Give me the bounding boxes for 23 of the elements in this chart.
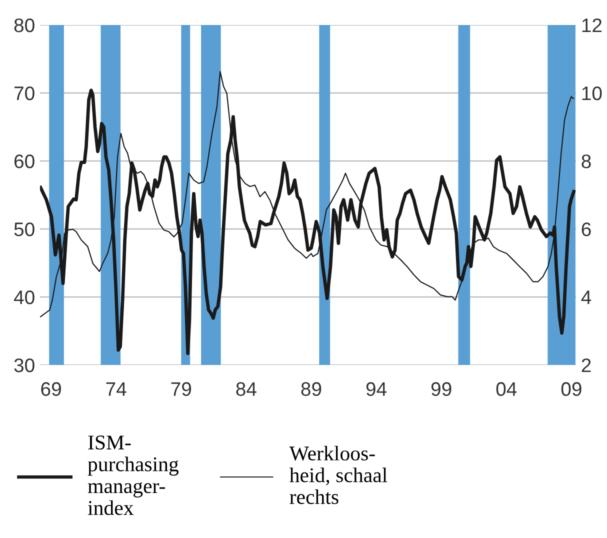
legend-label: ISM- purchasing manager- index [88, 436, 179, 516]
y-tick-label: 80 [14, 18, 34, 32]
y-tick-label: 60 [14, 154, 34, 168]
y2-tick-label: 12 [582, 18, 602, 32]
x-tick-label: 04 [496, 382, 517, 396]
y2-tick-label: 4 [581, 290, 592, 304]
x-tick-label: 89 [301, 382, 322, 396]
y-tick-label: 50 [14, 222, 34, 236]
y2-tick-label: 6 [582, 222, 591, 236]
legend-label: Werkloos- heid, schaal rechts [289, 446, 388, 504]
x-tick-label: 99 [431, 382, 452, 396]
x-tick-label: 74 [106, 382, 126, 396]
y2-tick-label: 8 [582, 154, 591, 168]
x-tick-label: 09 [561, 382, 582, 396]
y-tick-label: 70 [14, 86, 34, 100]
x-tick-label: 94 [366, 382, 387, 396]
y-tick-label: 30 [14, 358, 34, 372]
x-tick-label: 69 [41, 382, 61, 396]
y-tick-label: 40 [14, 290, 34, 304]
x-tick-label: 79 [171, 382, 192, 396]
y2-tick-label: 2 [582, 358, 591, 372]
y2-tick-label: 10 [582, 86, 602, 100]
x-tick-label: 84 [236, 382, 256, 396]
